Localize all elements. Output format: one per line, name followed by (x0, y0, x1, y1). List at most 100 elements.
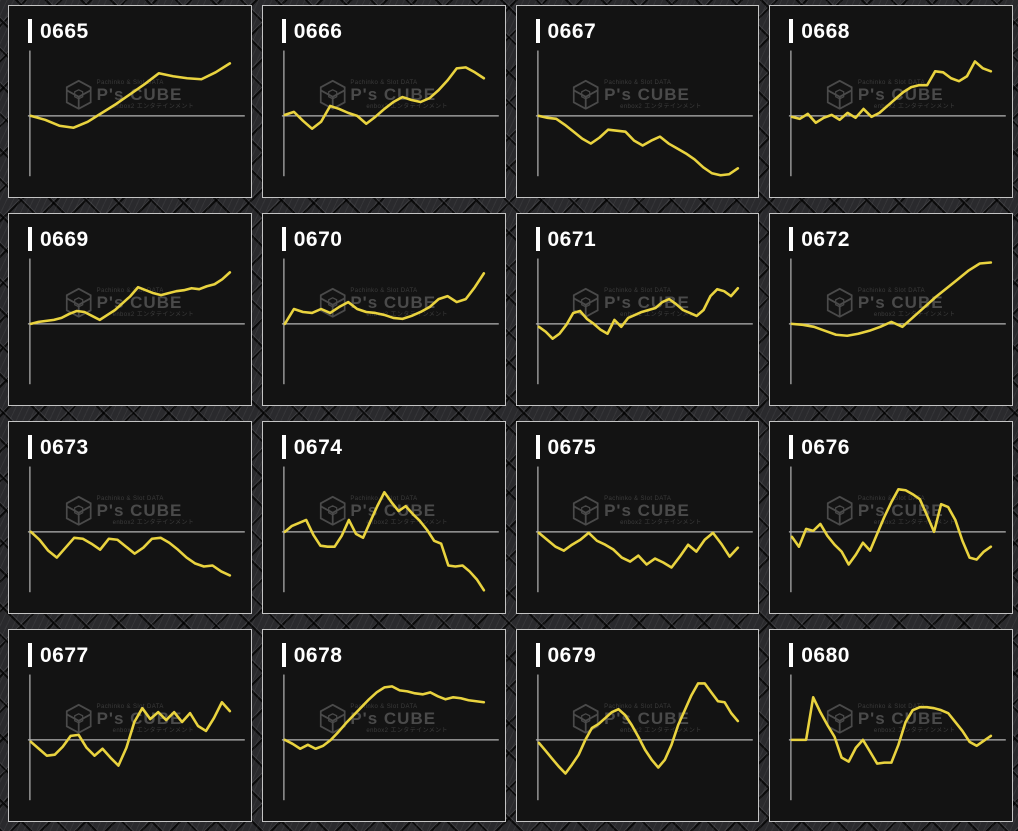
watermark-text-block: Pachinko & Slot DATA P's CUBE enbox2 エンタ… (350, 704, 448, 734)
watermark-top-line: Pachinko & Slot DATA (96, 703, 164, 710)
label-accent-bar (789, 227, 794, 251)
machine-number-label: 0674 (293, 435, 343, 459)
machine-number-label: 0676 (801, 435, 850, 459)
machine-number-label: 0666 (293, 19, 343, 43)
watermark-bottom-line: enbox2 エンタテインメント (873, 727, 956, 734)
machine-graph-panel[interactable]: 0667 Pachinko & Slot DATA P's CUBE enbox… (515, 5, 760, 198)
watermark-top-line: Pachinko & Slot DATA (857, 495, 925, 502)
panel-header: 0666 (281, 19, 343, 43)
ps-cube-watermark: Pachinko & Slot DATA P's CUBE enbox2 エンタ… (65, 79, 195, 110)
machine-graph-panel[interactable]: 0676 Pachinko & Slot DATA P's CUBE enbox… (769, 421, 1013, 614)
ps-cube-logo-icon (319, 496, 346, 526)
watermark-text-block: Pachinko & Slot DATA P's CUBE enbox2 エンタ… (97, 496, 195, 526)
machine-graph-panel[interactable]: 0666 Pachinko & Slot DATA P's CUBE enbox… (261, 5, 506, 198)
panel-header: 0672 (789, 227, 850, 251)
machine-number-label: 0680 (801, 643, 850, 667)
ps-cube-logo-icon (319, 288, 346, 318)
machine-graph-panel[interactable]: 0672 Pachinko & Slot DATA P's CUBE enbox… (769, 213, 1013, 406)
payout-line-chart (789, 50, 1007, 177)
panel-header: 0671 (535, 227, 597, 251)
ps-cube-logo-icon (573, 80, 599, 110)
label-accent-bar (281, 19, 286, 43)
watermark-text-block: Pachinko & Slot DATA P's CUBE enbox2 エンタ… (858, 496, 956, 526)
ps-cube-logo-icon (573, 704, 599, 734)
watermark-brand: P's CUBE (857, 293, 944, 313)
machine-graph-panel[interactable]: 0668 Pachinko & Slot DATA P's CUBE enbox… (769, 5, 1013, 198)
watermark-top-line: Pachinko & Slot DATA (604, 287, 672, 294)
payout-line-chart (27, 258, 245, 385)
machine-graph-panel[interactable]: 0674 Pachinko & Slot DATA P's CUBE enbox… (261, 421, 506, 614)
label-accent-bar (535, 227, 540, 251)
machine-graph-panel[interactable]: 0678 Pachinko & Slot DATA P's CUBE enbox… (261, 629, 506, 822)
panel-header: 0674 (281, 435, 343, 459)
label-accent-bar (789, 19, 794, 43)
ps-cube-watermark: Pachinko & Slot DATA P's CUBE enbox2 エンタ… (319, 288, 448, 318)
watermark-bottom-line: enbox2 エンタテインメント (112, 311, 195, 318)
payout-series-line (537, 286, 739, 340)
ps-cube-logo-icon (65, 80, 92, 110)
machine-graph-panel[interactable]: 0680 Pachinko & Slot DATA P's CUBE enbox… (769, 629, 1013, 822)
payout-series-line (537, 114, 739, 177)
watermark-brand: P's CUBE (604, 85, 690, 105)
watermark-top-line: Pachinko & Slot DATA (350, 287, 418, 294)
ps-cube-logo-icon (826, 496, 853, 526)
payout-series-line (790, 60, 993, 125)
panel-header: 0677 (28, 643, 89, 667)
machine-number-label: 0679 (547, 643, 597, 667)
payout-series-line (283, 685, 485, 751)
machine-number-label: 0677 (40, 643, 89, 667)
machine-number-label: 0678 (293, 643, 343, 667)
ps-cube-logo-icon (65, 496, 92, 526)
payout-series-line (29, 530, 232, 577)
watermark-bottom-line: enbox2 エンタテインメント (366, 519, 448, 526)
watermark-bottom-line: enbox2 エンタテインメント (620, 519, 702, 526)
watermark-bottom-line: enbox2 エンタテインメント (620, 727, 702, 734)
watermark-top-line: Pachinko & Slot DATA (857, 703, 925, 710)
watermark-brand: P's CUBE (350, 293, 437, 313)
watermark-top-line: Pachinko & Slot DATA (96, 79, 164, 86)
label-accent-bar (281, 435, 286, 459)
payout-line-chart (281, 258, 499, 385)
watermark-top-line: Pachinko & Slot DATA (604, 79, 672, 86)
watermark-top-line: Pachinko & Slot DATA (350, 703, 418, 710)
payout-series-line (537, 531, 739, 569)
payout-line-chart (789, 466, 1007, 593)
ps-cube-logo-icon (573, 496, 599, 526)
machine-graph-panel[interactable]: 0677 Pachinko & Slot DATA P's CUBE enbox… (8, 629, 252, 822)
panel-header: 0667 (535, 19, 597, 43)
machine-graph-panel[interactable]: 0673 Pachinko & Slot DATA P's CUBE enbox… (8, 421, 252, 614)
machine-number-label: 0675 (547, 435, 597, 459)
panel-header: 0670 (281, 227, 343, 251)
watermark-bottom-line: enbox2 エンタテインメント (873, 519, 956, 526)
watermark-bottom-line: enbox2 エンタテインメント (366, 311, 448, 318)
watermark-bottom-line: enbox2 エンタテインメント (112, 103, 195, 110)
watermark-text-block: Pachinko & Slot DATA P's CUBE enbox2 エンタ… (858, 704, 956, 734)
ps-cube-watermark: Pachinko & Slot DATA P's CUBE enbox2 エンタ… (319, 704, 448, 734)
watermark-brand: P's CUBE (604, 501, 690, 521)
ps-cube-watermark: Pachinko & Slot DATA P's CUBE enbox2 エンタ… (65, 496, 195, 526)
watermark-bottom-line: enbox2 エンタテインメント (112, 727, 195, 734)
machine-number-label: 0667 (547, 19, 597, 43)
ps-cube-watermark: Pachinko & Slot DATA P's CUBE enbox2 エンタ… (573, 496, 702, 526)
payout-series-line (29, 700, 232, 767)
machine-graph-panel[interactable]: 0669 Pachinko & Slot DATA P's CUBE enbox… (8, 213, 252, 406)
machine-graph-panel[interactable]: 0679 Pachinko & Slot DATA P's CUBE enbox… (515, 629, 760, 822)
panel-header: 0669 (28, 227, 89, 251)
ps-cube-watermark: Pachinko & Slot DATA P's CUBE enbox2 エンタ… (826, 704, 956, 734)
ps-cube-logo-icon (826, 704, 853, 734)
label-accent-bar (535, 643, 540, 667)
payout-series-line (283, 66, 485, 131)
panel-header: 0678 (281, 643, 343, 667)
watermark-top-line: Pachinko & Slot DATA (350, 495, 418, 502)
machine-graph-panel[interactable]: 0665 Pachinko & Slot DATA P's CUBE enbox… (8, 5, 252, 198)
watermark-bottom-line: enbox2 エンタテインメント (112, 519, 195, 526)
ps-cube-logo-icon (319, 704, 346, 734)
payout-line-chart (27, 50, 245, 177)
payout-line-chart (789, 674, 1007, 801)
payout-series-line (283, 272, 485, 326)
label-accent-bar (535, 19, 540, 43)
machine-graph-panel[interactable]: 0675 Pachinko & Slot DATA P's CUBE enbox… (515, 421, 760, 614)
machine-graph-panel[interactable]: 0670 Pachinko & Slot DATA P's CUBE enbox… (261, 213, 506, 406)
machine-graph-panel[interactable]: 0671 Pachinko & Slot DATA P's CUBE enbox… (515, 213, 760, 406)
label-accent-bar (789, 435, 794, 459)
